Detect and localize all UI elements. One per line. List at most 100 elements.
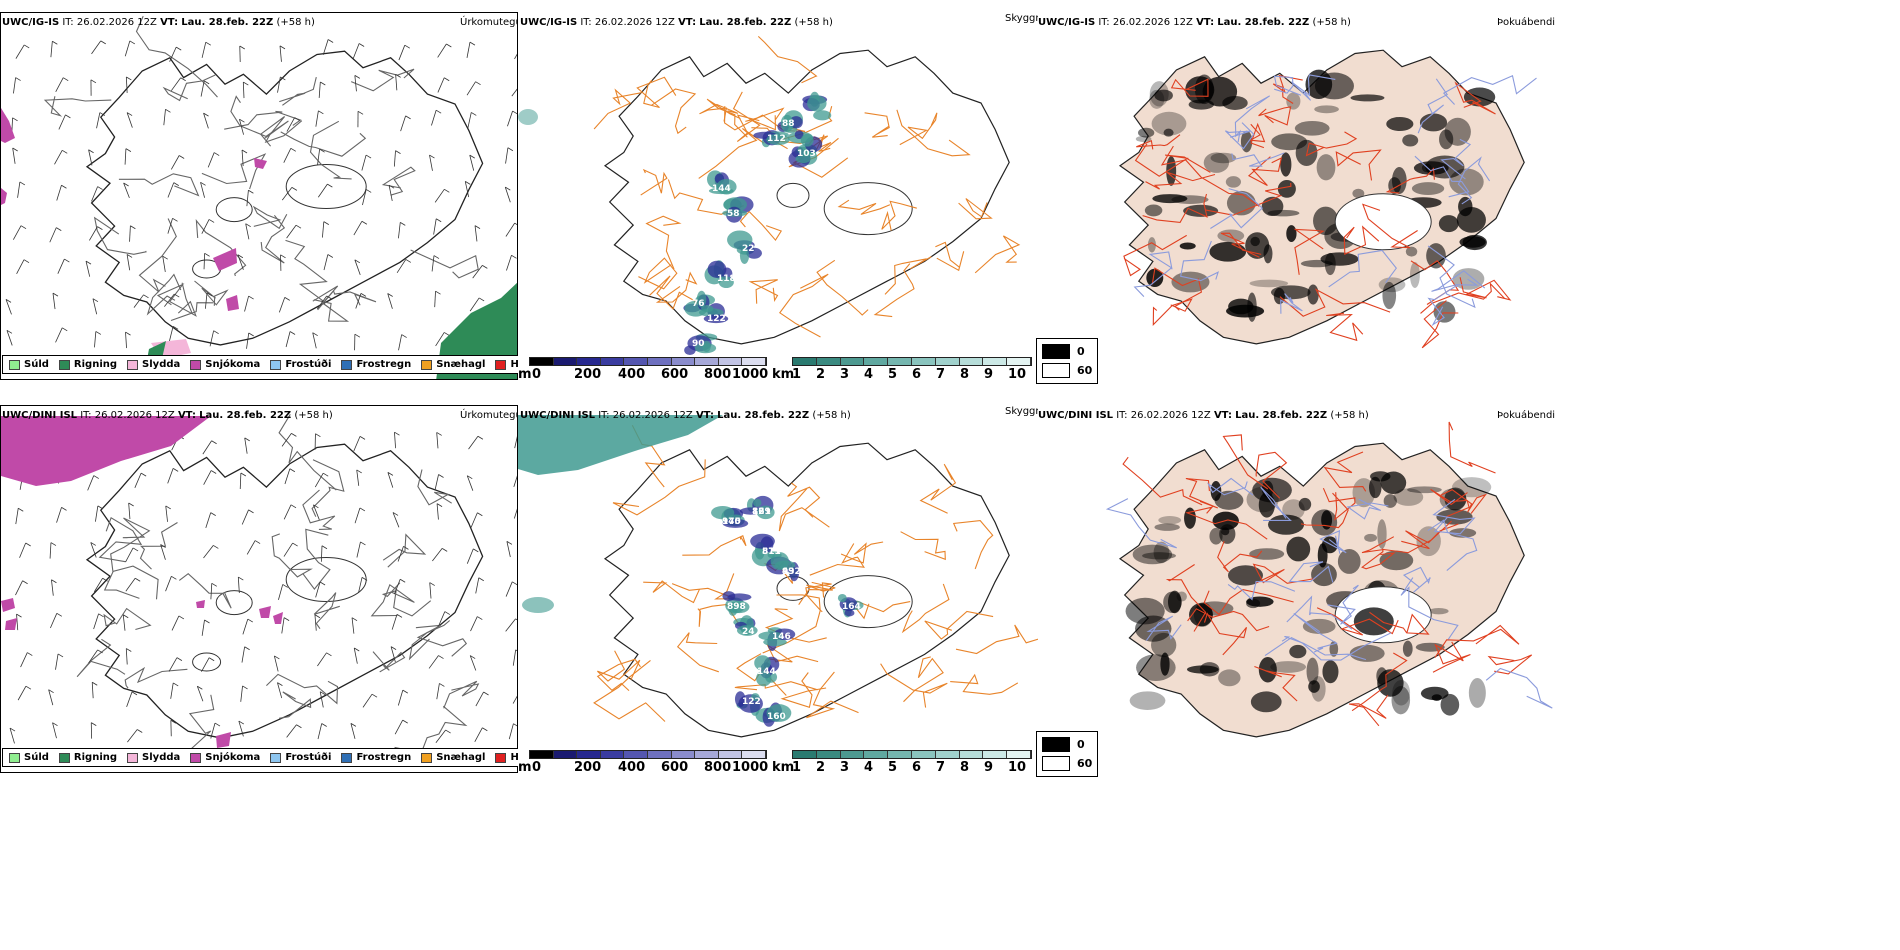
fog-index-cell	[1149, 89, 1165, 109]
visibility-blob	[716, 178, 737, 195]
fog-legend-ig: 0 60	[1036, 338, 1098, 384]
wind-barb-flag	[405, 259, 412, 263]
wind-barb	[200, 80, 205, 97]
wind-barb-flag	[326, 295, 332, 300]
wind-barb-flag	[125, 148, 132, 152]
vt-label: VT:	[1213, 410, 1232, 421]
road-line	[156, 283, 197, 317]
wind-barb-flag	[91, 722, 97, 726]
road-line	[1170, 78, 1209, 97]
legend-label: Súld	[24, 359, 49, 370]
road-line	[1288, 561, 1334, 583]
wind-barb-flag	[57, 653, 64, 658]
wind-barb-flag	[279, 45, 286, 50]
wind-barb	[202, 440, 212, 455]
road-line	[597, 650, 641, 682]
visibility-colorbar-ig: km 1 2 3 4 5 6 7 8 9 10	[772, 357, 1034, 382]
wind-barb	[434, 189, 445, 203]
road-line	[1260, 486, 1292, 521]
road-line	[1361, 203, 1418, 249]
visibility-blob	[722, 518, 749, 528]
road-line	[1187, 608, 1270, 632]
road-line	[1254, 665, 1298, 702]
wind-barb	[92, 298, 98, 315]
road-line	[955, 624, 1038, 655]
fog-legend-top: 0	[1077, 345, 1085, 358]
precip-map-ig	[1, 15, 517, 379]
fog-swatch-black	[1042, 344, 1070, 359]
coastline	[603, 442, 1010, 738]
ceiling-tick: 800	[704, 367, 732, 382]
wind-barb-flag	[387, 472, 394, 476]
wind-barb-flag	[290, 504, 297, 509]
road-line	[1434, 624, 1520, 658]
model-name: UWC/DINI ISL	[2, 410, 78, 421]
wind-barb-flag	[237, 254, 244, 259]
wind-barb-flag	[64, 258, 70, 263]
wind-barb	[171, 615, 180, 631]
ceiling-bar-segment	[647, 751, 672, 758]
ceiling-bar-segment	[718, 751, 743, 758]
vis-tick: 10	[1008, 760, 1027, 775]
wind-barb-flag	[165, 108, 171, 113]
fog-index-cell	[1240, 130, 1253, 153]
wind-barb-flag	[140, 472, 147, 477]
wind-barb	[397, 546, 404, 562]
wind-barb	[322, 221, 325, 238]
fog-index-cell	[1311, 562, 1337, 587]
wind-barb-flag	[402, 689, 409, 694]
wind-barb-flag	[130, 225, 136, 230]
wind-barb	[428, 655, 439, 669]
road-line	[762, 594, 821, 654]
it-value: 26.02.2026 12Z	[1112, 17, 1193, 28]
road-line	[958, 198, 993, 220]
wind-barb	[134, 472, 142, 488]
cloud-title: Skyggni	[1005, 406, 1045, 417]
visibility-bar-segment	[864, 358, 889, 365]
wind-barb	[50, 613, 58, 629]
visibility-blob	[728, 601, 738, 616]
wind-barb	[505, 222, 516, 237]
wind-barb	[56, 185, 62, 201]
road-line	[408, 620, 451, 661]
road-line	[884, 256, 932, 295]
fog-index-cell	[1439, 129, 1454, 150]
model-name: UWC/IG-IS	[520, 17, 578, 28]
wind-barb-flag	[126, 112, 133, 116]
road-line	[1293, 612, 1338, 653]
wind-barb	[163, 109, 166, 126]
wind-barb	[323, 254, 329, 271]
model-name: UWC/DINI ISL	[520, 410, 596, 421]
wind-barb	[277, 76, 281, 93]
fog-index-cell	[1433, 301, 1456, 323]
wind-barb-flag	[61, 184, 67, 189]
road-line	[900, 531, 946, 561]
wind-barb	[394, 432, 396, 449]
fog-index-cell	[1271, 133, 1308, 151]
road-line	[593, 88, 642, 130]
ceiling-value-label: 129	[752, 507, 771, 517]
ceiling-tick: 600	[661, 367, 689, 382]
fog-index-cell	[1144, 204, 1163, 217]
ceiling-value-label: 175	[722, 517, 741, 527]
road-line	[139, 522, 178, 570]
legend-swatch	[421, 752, 433, 763]
wind-barb-flag	[204, 619, 210, 624]
wind-barb	[13, 77, 17, 94]
ceiling-tick: 400	[618, 760, 646, 775]
vis-tick: 5	[888, 760, 898, 775]
fog-index-cell	[1286, 225, 1297, 243]
wind-barb	[395, 74, 398, 91]
road-line	[1105, 498, 1177, 549]
wind-barb	[90, 542, 97, 558]
visibility-bar	[792, 750, 1032, 759]
wind-barb-flag	[511, 254, 517, 259]
vis-tick: 6	[912, 760, 922, 775]
road-line	[636, 76, 677, 109]
fog-panel-ig	[1038, 12, 1558, 380]
wind-barb-flag	[248, 509, 254, 514]
ceiling-bar	[529, 357, 767, 366]
wind-barb-flag	[327, 39, 334, 43]
road-line	[1291, 74, 1336, 101]
wind-barb	[237, 254, 244, 270]
